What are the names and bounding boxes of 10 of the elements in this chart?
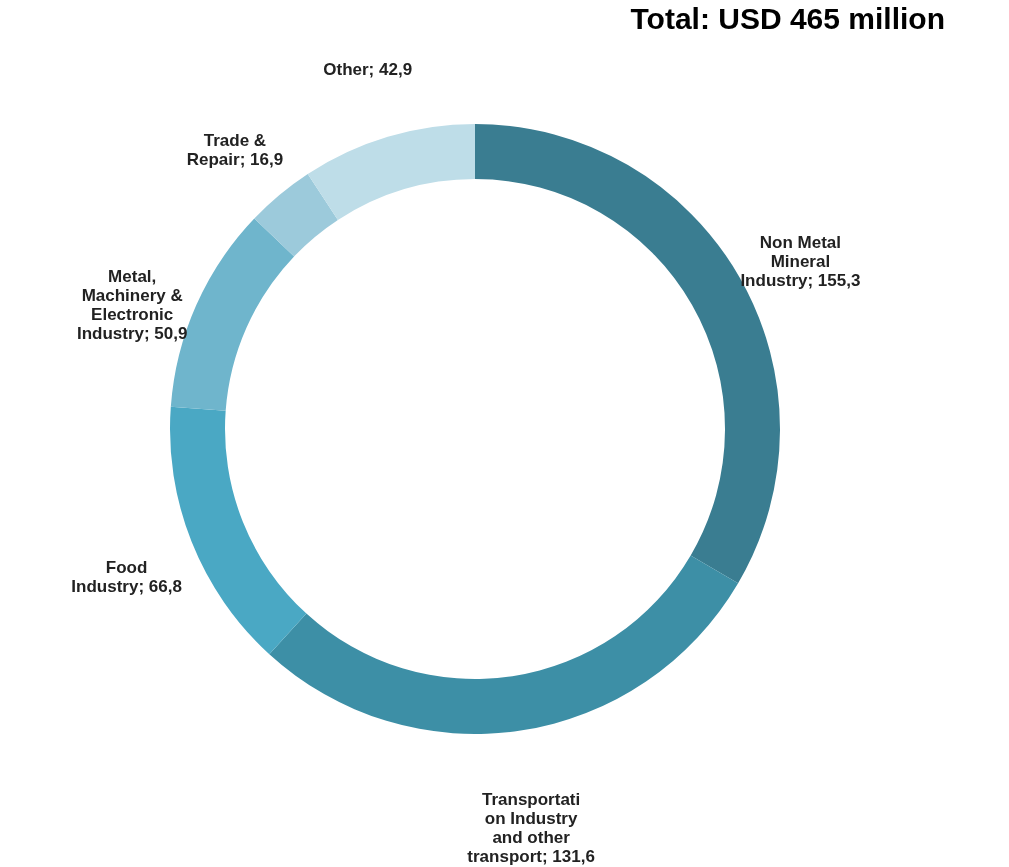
slice-label: Metal, Machinery & Electronic Industry; 50,9 <box>76 266 188 343</box>
slice-label: Non Metal Mineral Industry; 155,3 <box>740 232 861 290</box>
donut-slice <box>269 555 739 734</box>
slice-label: Trade & Repair; 16,9 <box>186 130 284 169</box>
slice-label: Food Industry; 66,8 <box>71 557 182 596</box>
slice-label: Transportation Industry and other transport; 131,6 <box>467 789 595 866</box>
chart-title: Total: USD 465 million <box>630 2 945 35</box>
donut-slice <box>254 173 338 257</box>
donut-slice <box>307 124 475 220</box>
slice-label: Other; 42,9 <box>323 59 413 79</box>
